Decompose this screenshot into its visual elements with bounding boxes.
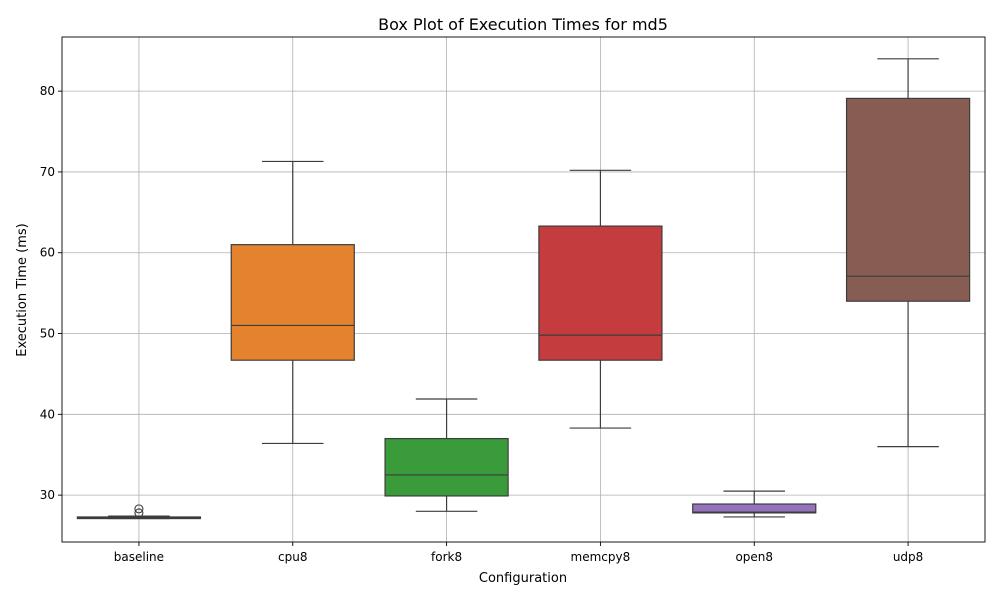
chart-title: Box Plot of Execution Times for md5 (378, 15, 668, 34)
boxes (76, 58, 971, 520)
box-baseline (76, 504, 202, 520)
x-tick-label-fork8: fork8 (431, 550, 462, 564)
box-udp8 (845, 58, 971, 448)
box-cpu8 (230, 160, 355, 445)
y-tick-label: 80 (40, 84, 55, 98)
axis-ticks: 30 40 50 60 70 80 baseline cpu8 fork8 memcpy8 open… (40, 84, 924, 564)
iqr-box (692, 503, 817, 514)
outlier-point (134, 504, 144, 514)
x-tick-label-open8: open8 (735, 550, 773, 564)
y-tick-label: 70 (40, 165, 55, 179)
outlier-point (134, 508, 144, 518)
y-tick-label: 40 (40, 407, 55, 421)
plot-frame (61, 36, 986, 543)
iqr-box (230, 244, 355, 361)
y-axis-label: Execution Time (ms) (15, 223, 30, 356)
x-tick-label-udp8: udp8 (893, 550, 923, 564)
y-tick-label: 30 (40, 488, 55, 502)
iqr-box (538, 225, 663, 361)
x-tick-label-cpu8: cpu8 (278, 550, 307, 564)
iqr-box (845, 97, 971, 302)
x-tick-label-baseline: baseline (114, 550, 164, 564)
y-tick-label: 50 (40, 327, 55, 341)
x-axis-label: Configuration (479, 571, 567, 586)
box-fork8 (384, 398, 509, 512)
box-memcpy8 (538, 169, 663, 429)
x-tick-label-memcpy8: memcpy8 (571, 550, 631, 564)
box-open8 (692, 490, 817, 518)
iqr-box (384, 437, 509, 497)
y-tick-label: 60 (40, 246, 55, 260)
